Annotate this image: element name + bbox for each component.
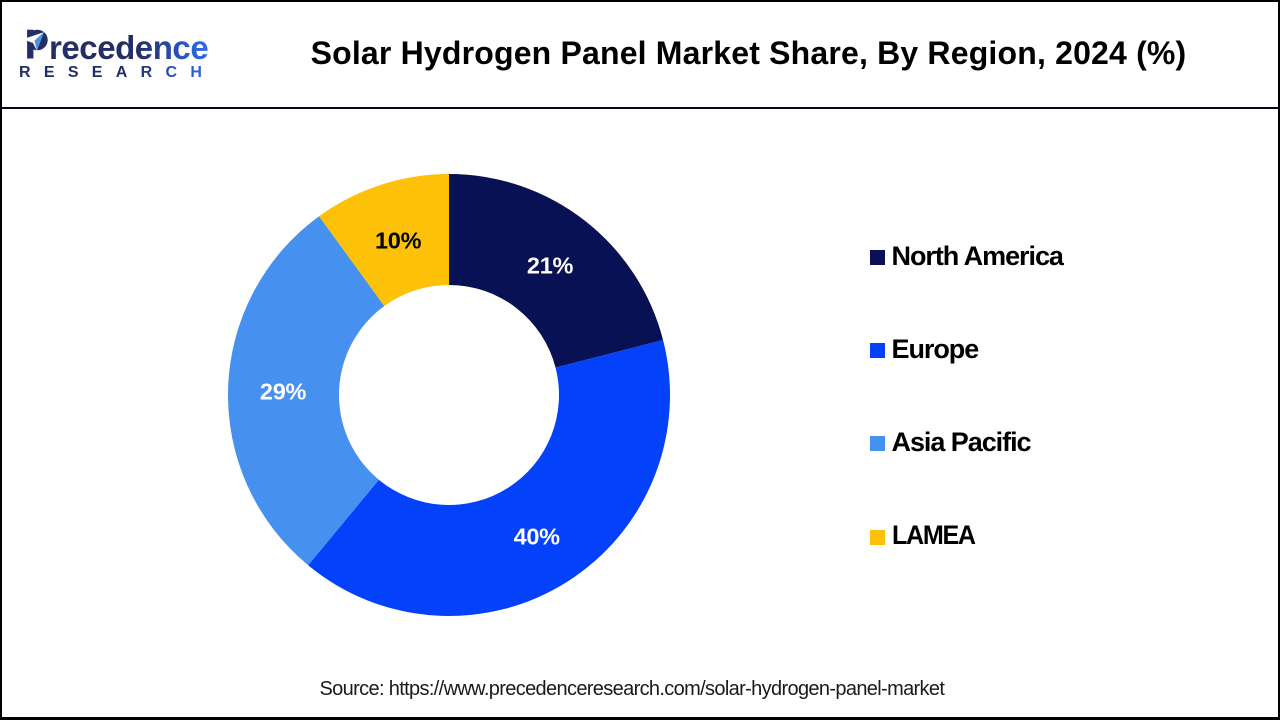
svg-text:RESEARCH: RESEARCH [19, 64, 215, 81]
svg-text:recedence: recedence [49, 29, 208, 66]
